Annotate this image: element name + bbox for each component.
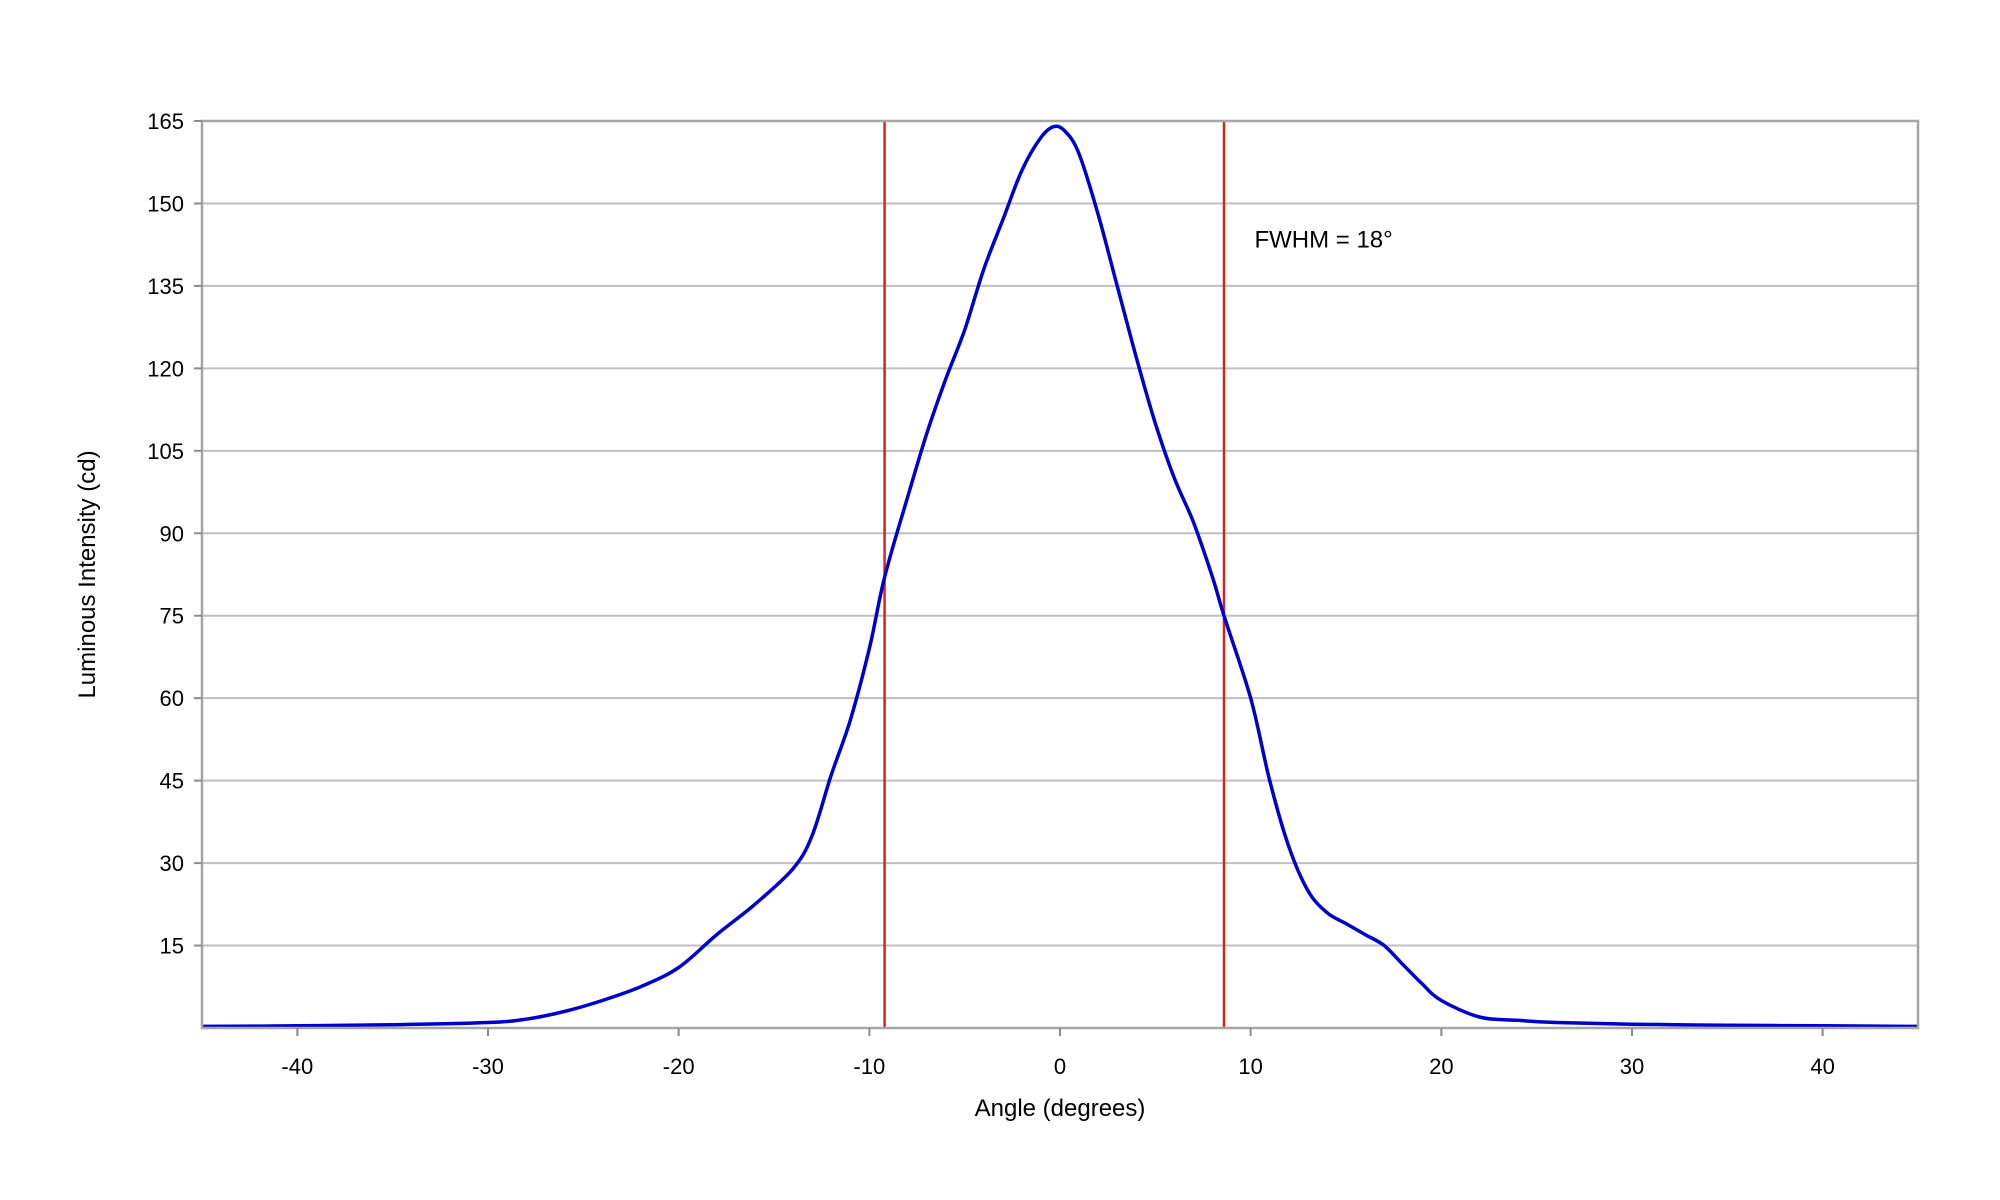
x-tick-label: 0 <box>1054 1054 1066 1079</box>
x-tick-label: 10 <box>1238 1054 1262 1079</box>
fwhm-markers <box>883 121 1226 1028</box>
x-tick-label: -20 <box>663 1054 695 1079</box>
x-tick-label: 20 <box>1429 1054 1453 1079</box>
x-tick-label: 30 <box>1620 1054 1644 1079</box>
fwhm-annotation: FWHM = 18° <box>1254 226 1392 253</box>
y-tick-label: 45 <box>160 769 184 794</box>
y-tick-label: 165 <box>147 109 184 134</box>
y-tick-label: 120 <box>147 356 184 381</box>
tick-layer <box>194 120 1824 1036</box>
annotation-layer: FWHM = 18° <box>1254 226 1392 253</box>
y-tick-label: 15 <box>160 934 184 959</box>
plot-frame <box>200 119 1920 1030</box>
y-tick-label: 30 <box>160 851 184 876</box>
intensity-series-line <box>201 124 1919 1029</box>
y-tick-label: 135 <box>147 274 184 299</box>
series-layer <box>201 124 1919 1029</box>
y-tick-label: 150 <box>147 191 184 216</box>
x-tick-label: -40 <box>281 1054 313 1079</box>
x-tick-label: -10 <box>853 1054 885 1079</box>
y-tick-label: 60 <box>160 686 184 711</box>
x-tick-label: -30 <box>472 1054 504 1079</box>
y-tick-label: 105 <box>147 439 184 464</box>
label-layer: 15 30 45 60 75 90 105 120 135 150 165 -40 -30 -20 -10 0… <box>147 109 1835 1079</box>
y-axis-title: Luminous Intensity (cd) <box>74 450 101 698</box>
y-tick-label: 75 <box>160 604 184 629</box>
y-tick-label: 90 <box>160 521 184 546</box>
x-axis-title: Angle (degrees) <box>975 1095 1146 1122</box>
grid-layer <box>202 120 1918 947</box>
x-tick-label: 40 <box>1810 1054 1834 1079</box>
